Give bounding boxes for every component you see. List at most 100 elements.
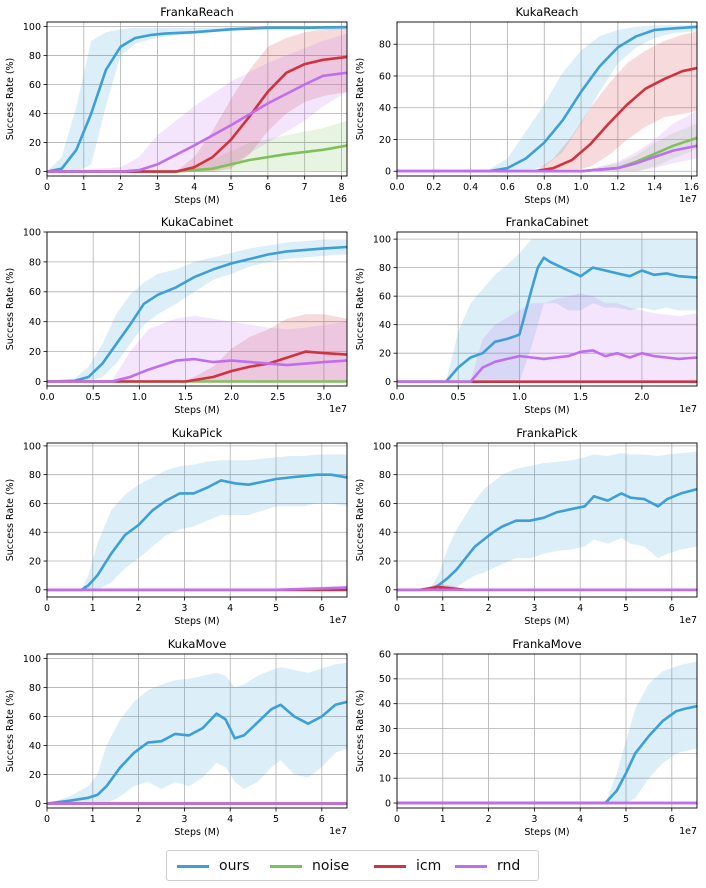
series-line-ours xyxy=(47,700,347,805)
x-tick-label: 0 xyxy=(44,814,50,825)
y-tick-label: 80 xyxy=(29,257,41,268)
x-tick-label: 2.0 xyxy=(634,392,649,403)
x-tick-label: 1.4 xyxy=(647,182,662,193)
y-tick-label: 20 xyxy=(379,135,391,146)
x-tick-label: 4 xyxy=(227,603,233,614)
legend-swatch-ours xyxy=(177,864,209,868)
band-noise xyxy=(47,120,347,172)
legend: ours noise icm rnd xyxy=(166,850,539,881)
y-tick-label: 0 xyxy=(35,799,41,810)
x-tick-label: 0.0 xyxy=(389,182,404,193)
y-tick-label: 0 xyxy=(35,167,41,178)
subplot-title: FrankaCabinet xyxy=(506,215,589,229)
subplot-title: KukaReach xyxy=(516,5,579,19)
band-ours xyxy=(397,25,697,172)
legend-label-icm: icm xyxy=(416,858,442,874)
x-tick-label: 2 xyxy=(136,603,142,614)
y-tick-label: 60 xyxy=(379,292,391,303)
x-offset-label: 1e7 xyxy=(329,615,347,626)
x-tick-label: 3 xyxy=(154,182,160,193)
x-tick-label: 1.2 xyxy=(610,182,625,193)
x-tick-label: 0.0 xyxy=(39,392,54,403)
y-tick-label: 40 xyxy=(379,528,391,539)
y-tick-label: 100 xyxy=(373,235,391,246)
y-tick-label: 100 xyxy=(23,22,41,33)
legend-swatch-rnd xyxy=(455,864,487,868)
x-offset-label: 1e7 xyxy=(679,404,697,415)
y-tick-label: 80 xyxy=(29,51,41,62)
x-tick-label: 4 xyxy=(577,814,583,825)
x-tick-label: 0.6 xyxy=(500,182,515,193)
series-line-ours xyxy=(397,25,697,173)
legend-item-noise: noise xyxy=(270,857,349,875)
x-tick-label: 1 xyxy=(440,814,446,825)
series-line-icm xyxy=(47,350,347,383)
y-tick-label: 60 xyxy=(29,80,41,91)
y-tick-label: 0 xyxy=(385,585,391,596)
y-tick-label: 0 xyxy=(385,377,391,388)
series-line-rnd xyxy=(47,357,347,383)
series-line-rnd xyxy=(47,71,347,173)
x-tick-label: 1.5 xyxy=(178,392,193,403)
series-line-ours xyxy=(397,704,697,805)
y-tick-label: 100 xyxy=(23,654,41,665)
axes-frame xyxy=(396,231,698,387)
x-tick-label: 5 xyxy=(273,814,279,825)
plot-area xyxy=(397,239,697,383)
subplot-2: 0.0 0.2 0.4 0.6 0.8 1.0 1.2 1.4 1.6 0 20 40 60 80 1e7 K… xyxy=(355,5,699,206)
x-tick-label: 3 xyxy=(181,603,187,614)
y-tick-label: 20 xyxy=(379,349,391,360)
band-ours xyxy=(47,454,347,590)
axes-frame xyxy=(396,653,698,809)
y-tick-label: 100 xyxy=(23,441,41,452)
x-tick-label: 6 xyxy=(669,814,675,825)
x-tick-label: 8 xyxy=(338,182,344,193)
x-tick-label: 5 xyxy=(623,603,629,614)
subplot-title: KukaPick xyxy=(172,426,223,440)
x-tick-label: 1 xyxy=(90,814,96,825)
plot-area xyxy=(47,25,347,173)
series-line-icm xyxy=(47,55,347,173)
axes-frame xyxy=(396,21,698,177)
x-axis-label: Steps (M) xyxy=(174,405,219,416)
plot-area xyxy=(47,454,347,592)
y-tick-label: 40 xyxy=(379,699,391,710)
band-rnd xyxy=(397,293,697,382)
y-tick-label: 60 xyxy=(379,71,391,82)
band-ours xyxy=(47,239,347,382)
x-tick-label: 1.6 xyxy=(684,182,699,193)
y-tick-label: 60 xyxy=(29,499,41,510)
x-tick-label: 0.5 xyxy=(86,392,101,403)
x-tick-label: 1 xyxy=(440,603,446,614)
x-tick-label: 2 xyxy=(486,603,492,614)
plot-area xyxy=(47,239,347,383)
y-tick-label: 60 xyxy=(29,712,41,723)
x-axis-label: Steps (M) xyxy=(524,405,569,416)
series-line-ours xyxy=(397,487,697,592)
x-tick-label: 2 xyxy=(136,814,142,825)
band-rnd xyxy=(47,33,347,172)
x-offset-label: 1e7 xyxy=(679,615,697,626)
x-tick-label: 0.8 xyxy=(537,182,552,193)
y-axis-label: Success Rate (%) xyxy=(355,58,366,141)
y-tick-label: 20 xyxy=(29,770,41,781)
x-tick-label: 4 xyxy=(227,814,233,825)
series-line-rnd xyxy=(47,586,347,592)
x-tick-label: 0 xyxy=(394,814,400,825)
y-tick-label: 0 xyxy=(35,585,41,596)
x-offset-label: 1e7 xyxy=(679,826,697,837)
x-tick-label: 2.5 xyxy=(270,392,285,403)
y-axis-label: Success Rate (%) xyxy=(5,58,16,141)
x-tick-label: 1.0 xyxy=(132,392,147,403)
axes-frame xyxy=(396,442,698,598)
x-tick-label: 0.5 xyxy=(451,392,466,403)
legend-label-ours: ours xyxy=(219,858,250,874)
subplot-1: 0 1 2 3 4 5 6 7 80204060801001e6FrankaReachSteps… xyxy=(5,5,348,206)
x-tick-label: 5 xyxy=(623,814,629,825)
y-tick-label: 0 xyxy=(35,377,41,388)
x-axis-label: Steps (M) xyxy=(174,616,219,627)
x-axis-label: Steps (M) xyxy=(524,616,569,627)
x-tick-label: 5 xyxy=(228,182,234,193)
y-tick-label: 80 xyxy=(379,470,391,481)
